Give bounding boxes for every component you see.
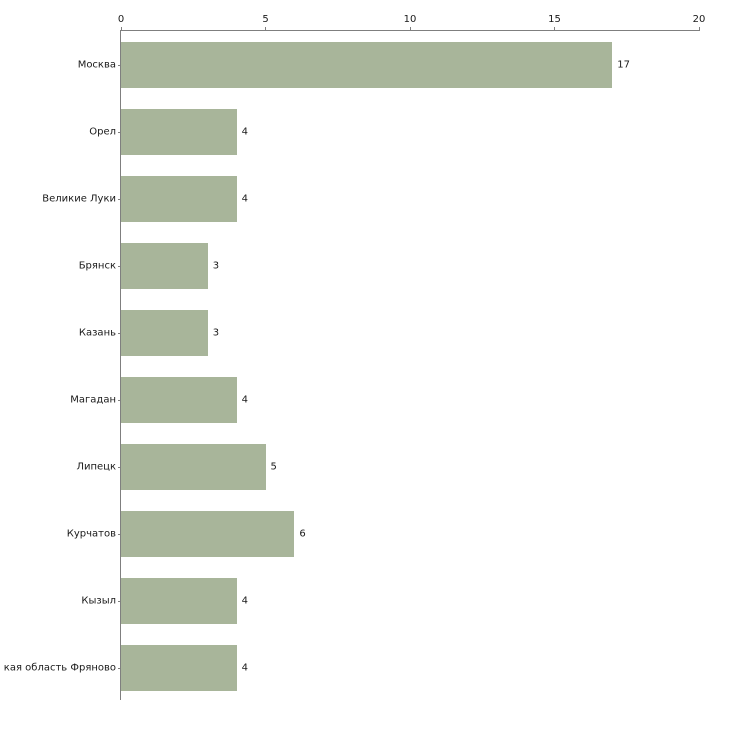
bar-row: Кызыл 4: [81, 567, 699, 634]
y-tick-mark: [118, 667, 121, 669]
category-label: Кызыл: [81, 595, 116, 606]
bar-row: Брянск 3: [79, 232, 699, 299]
y-tick-mark: [118, 466, 121, 468]
x-tick-label: 20: [692, 14, 706, 25]
category-label: Брянск: [78, 260, 116, 271]
bar: [121, 175, 237, 222]
x-tick-label: 0: [117, 14, 125, 25]
bar: [121, 510, 295, 557]
value-label: 4: [241, 394, 248, 405]
bar-row: Магадан 4: [70, 366, 699, 433]
bar: [121, 577, 237, 624]
bar: [121, 309, 208, 356]
value-label: 3: [212, 260, 220, 271]
category-label: кая область Фряново: [3, 662, 116, 673]
category-label: Курчатов: [66, 528, 116, 539]
y-tick-mark: [118, 198, 121, 200]
y-tick-mark: [118, 64, 121, 66]
category-label: Магадан: [70, 394, 116, 405]
category-label: Великие Луки: [42, 193, 116, 204]
x-tick-mark: [698, 27, 700, 31]
y-tick-mark: [118, 265, 121, 267]
category-label: Орел: [89, 126, 116, 137]
value-label: 4: [241, 595, 248, 606]
x-tick-mark: [120, 27, 122, 31]
x-tick-label: 10: [403, 14, 417, 25]
bar-row: Орел 4: [89, 98, 699, 165]
value-label: 5: [270, 461, 277, 472]
y-tick-mark: [118, 600, 121, 602]
category-label: Липецк: [76, 461, 116, 472]
bar: [121, 376, 237, 423]
x-tick-mark: [265, 27, 266, 31]
bar: [121, 644, 237, 691]
value-label: 3: [212, 327, 220, 338]
category-label: Москва: [77, 59, 116, 70]
y-tick-mark: [118, 131, 121, 133]
plot-area: 0 5 10 15 20 Москва 17 Орел 4 Великие Луки 4 Брянск…: [4, 14, 705, 701]
value-label: 4: [241, 126, 248, 137]
value-label: 4: [241, 662, 248, 673]
bar: [121, 41, 613, 88]
y-tick-mark: [118, 533, 121, 535]
bar-row: Казань 3: [79, 299, 699, 366]
y-tick-mark: [118, 332, 121, 334]
bar: [121, 108, 237, 155]
x-tick-mark: [409, 27, 411, 31]
x-tick-label: 15: [548, 14, 561, 25]
category-label: Казань: [78, 327, 116, 338]
bar: [121, 443, 266, 490]
x-tick-label: 5: [262, 14, 269, 25]
y-tick-mark: [118, 399, 121, 401]
x-tick-mark: [554, 27, 555, 31]
bar-row: Великие Луки 4: [42, 165, 699, 232]
bar-row: кая область Фряново 4: [4, 634, 699, 701]
bar-row: Москва 17: [78, 31, 699, 98]
value-label: 6: [299, 528, 306, 539]
bar-row: Липецк 5: [76, 433, 699, 500]
bar-row: Курчатов 6: [67, 500, 699, 567]
value-label: 17: [617, 59, 631, 70]
bar: [121, 242, 208, 289]
value-label: 4: [241, 193, 248, 204]
